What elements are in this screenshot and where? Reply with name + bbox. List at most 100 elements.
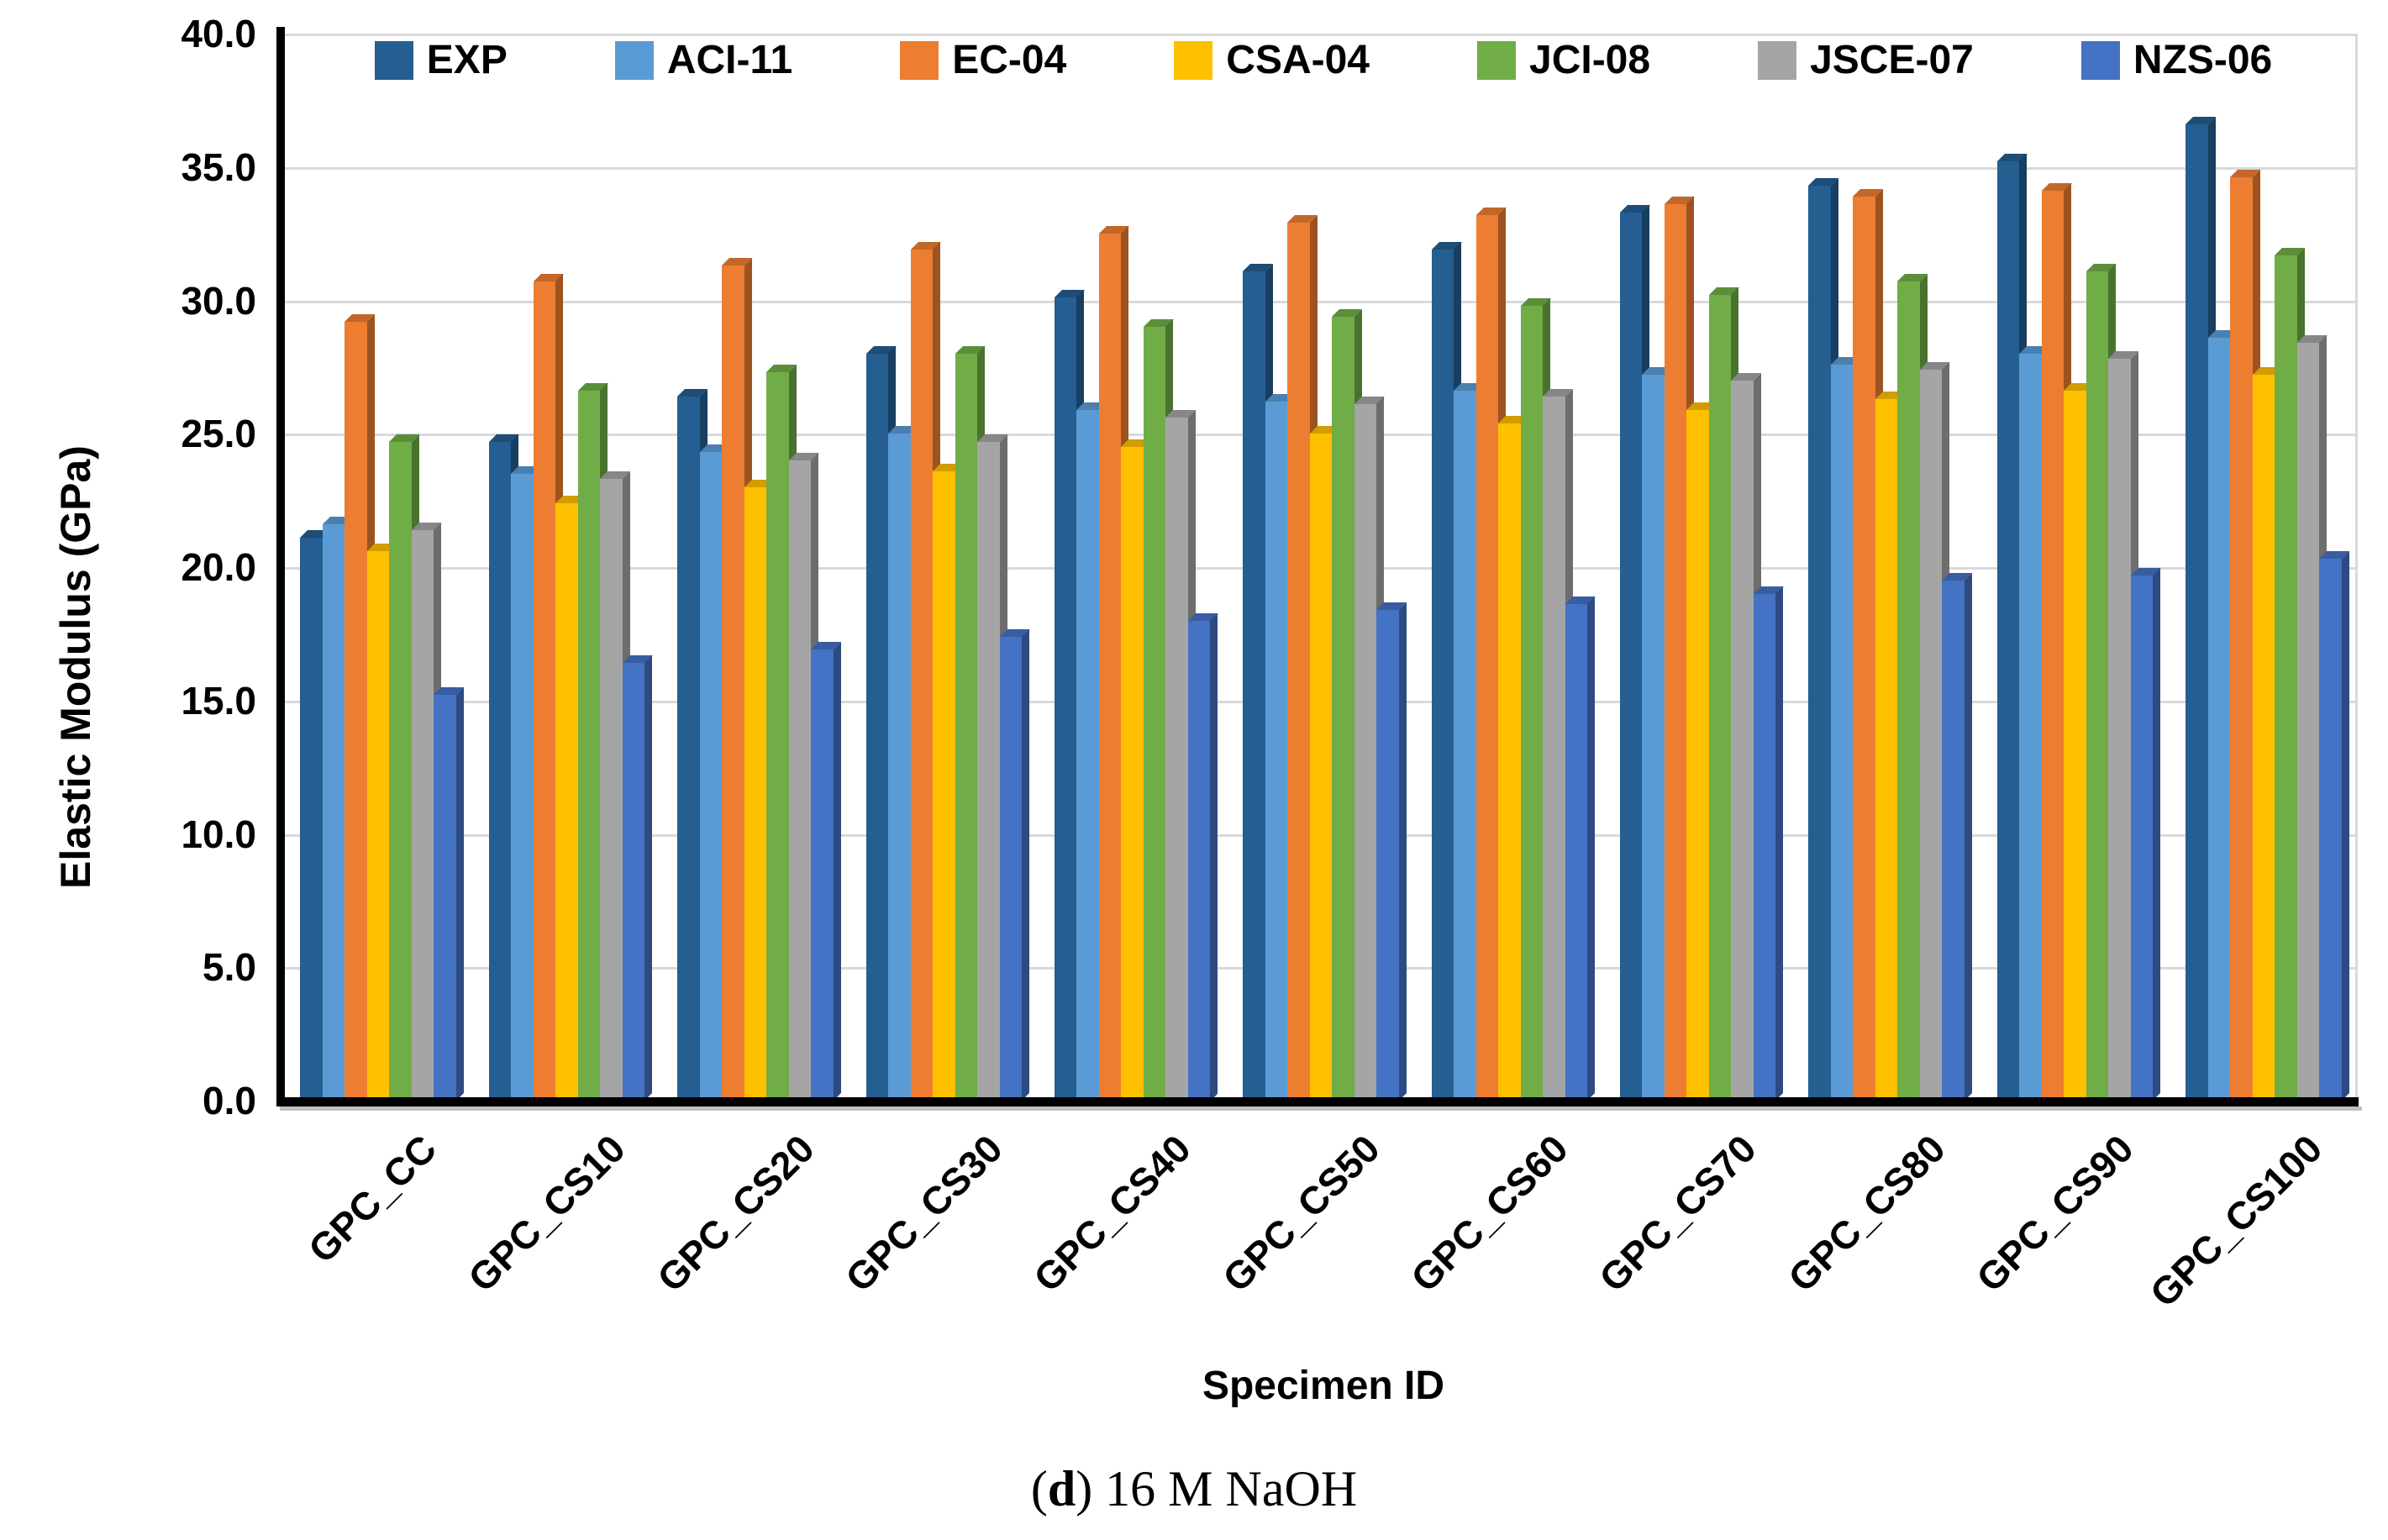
bar-NZS-06-GPC_CC — [434, 687, 464, 1101]
x-tick-label-GPC_CS90: GPC_CS90 — [1968, 1126, 2142, 1301]
y-tick-label: 15.0 — [181, 678, 256, 723]
bar-CSA-04-GPC_CS40 — [1121, 439, 1151, 1101]
bar-JCI-08-GPC_CS10 — [577, 383, 608, 1101]
legend-label: EXP — [426, 38, 508, 82]
bar-EXP-GPC_CS60 — [1431, 242, 1462, 1101]
y-axis-title: Elastic Modulus (GPa) — [52, 445, 99, 889]
y-tick-label: 0.0 — [203, 1079, 256, 1122]
x-tick-label-GPC_CS50: GPC_CS50 — [1213, 1126, 1388, 1301]
bar-ACI-11-GPC_CC — [322, 517, 353, 1101]
bar-EC-04-GPC_CS50 — [1287, 215, 1318, 1101]
bar-JCI-08-GPC_CS90 — [2086, 263, 2117, 1101]
y-tick-label: 35.0 — [181, 145, 256, 189]
bar-CSA-04-GPC_CS70 — [1686, 402, 1717, 1101]
bar-ACI-11-GPC_CS50 — [1265, 394, 1296, 1101]
bar-NZS-06-GPC_CS20 — [811, 642, 841, 1101]
bar-JCI-08-GPC_CS40 — [1143, 319, 1174, 1101]
gridline — [284, 34, 2358, 36]
bar-EC-04-GPC_CS90 — [2041, 183, 2072, 1101]
bar-EXP-GPC_CS50 — [1243, 263, 1273, 1101]
bar-EC-04-GPC_CS80 — [1853, 188, 1883, 1101]
x-tick-label-GPC_CS20: GPC_CS20 — [648, 1126, 823, 1301]
gridline — [284, 300, 2358, 303]
bar-EXP-GPC_CS90 — [1996, 154, 2028, 1101]
bar-EXP-GPC_CC — [300, 530, 330, 1101]
y-tick-label: 25.0 — [181, 412, 256, 456]
bar-CSA-04-GPC_CS50 — [1309, 426, 1340, 1101]
bar-EXP-GPC_CS40 — [1054, 290, 1085, 1101]
bar-ACI-11-GPC_CS10 — [511, 465, 541, 1101]
y-tick-label: 10.0 — [181, 812, 256, 856]
bar-JSCE-07-GPC_CS60 — [1543, 388, 1573, 1101]
bar-NZS-06-GPC_CS60 — [1565, 597, 1596, 1101]
bar-NZS-06-GPC_CS10 — [622, 655, 653, 1101]
bar-ACI-11-GPC_CS40 — [1076, 402, 1107, 1101]
legend-item-CSA-04: CSA-04 — [1174, 37, 1370, 83]
x-tick-label-GPC_CS10: GPC_CS10 — [460, 1126, 634, 1301]
bar-ACI-11-GPC_CS70 — [1642, 367, 1672, 1101]
y-axis-line — [276, 27, 285, 1106]
bar-side-face — [833, 642, 841, 1101]
legend-swatch-icon — [1174, 40, 1213, 80]
bar-JSCE-07-GPC_CS90 — [2108, 351, 2138, 1101]
bar-CSA-04-GPC_CS30 — [933, 463, 963, 1101]
bar-JCI-08-GPC_CS30 — [955, 346, 986, 1101]
bar-EXP-GPC_CS70 — [1619, 204, 1650, 1101]
bar-EXP-GPC_CS100 — [2185, 116, 2216, 1101]
bar-side-face — [644, 655, 653, 1101]
bar-CSA-04-GPC_CS60 — [1498, 415, 1528, 1101]
bar-EXP-GPC_CS80 — [1808, 177, 1838, 1101]
legend-label: EC-04 — [952, 38, 1067, 82]
legend-swatch-icon — [1758, 40, 1797, 80]
legend-swatch-icon — [374, 40, 413, 80]
bar-ACI-11-GPC_CS20 — [699, 444, 730, 1101]
legend-item-EXP: EXP — [374, 37, 508, 83]
bar-CSA-04-GPC_CS20 — [744, 479, 775, 1101]
bar-EC-04-GPC_CS10 — [533, 274, 564, 1101]
gridline — [284, 166, 2358, 170]
y-tick-label: 30.0 — [181, 278, 256, 323]
legend-item-JSCE-07: JSCE-07 — [1758, 37, 1974, 83]
legend-label: CSA-04 — [1226, 38, 1370, 82]
bar-NZS-06-GPC_CS40 — [1187, 612, 1218, 1101]
bar-EXP-GPC_CS20 — [677, 388, 707, 1101]
legend-label: NZS-06 — [2133, 38, 2273, 82]
bar-JCI-08-GPC_CS50 — [1332, 308, 1362, 1101]
bar-JCI-08-GPC_CS60 — [1520, 297, 1551, 1101]
bar-side-face — [1398, 602, 1407, 1101]
bar-JCI-08-GPC_CS20 — [766, 365, 797, 1101]
x-tick-label-GPC_CS80: GPC_CS80 — [1779, 1126, 1954, 1301]
legend-item-JCI-08: JCI-08 — [1477, 37, 1650, 83]
x-axis-line — [276, 1097, 2359, 1106]
bar-NZS-06-GPC_CS50 — [1376, 602, 1407, 1101]
legend-swatch-icon — [1477, 40, 1516, 80]
caption-prefix: ( — [1030, 1461, 1048, 1516]
legend-label: JSCE-07 — [1810, 38, 1974, 82]
bar-side-face — [2153, 567, 2161, 1101]
bar-side-face — [1775, 586, 1784, 1101]
bar-side-face — [1964, 572, 1972, 1101]
bar-side-face — [2341, 551, 2349, 1101]
bar-JSCE-07-GPC_CS40 — [1165, 410, 1196, 1101]
bar-NZS-06-GPC_CS30 — [999, 628, 1030, 1101]
bar-JSCE-07-GPC_CS50 — [1354, 397, 1385, 1101]
bar-CSA-04-GPC_CS90 — [2064, 383, 2094, 1101]
bar-ACI-11-GPC_CS90 — [2019, 346, 2049, 1101]
bar-NZS-06-GPC_CS70 — [1753, 586, 1784, 1101]
bar-JCI-08-GPC_CS70 — [1708, 287, 1739, 1101]
y-tick-label: 40.0 — [181, 12, 256, 55]
bar-CSA-04-GPC_CC — [366, 543, 397, 1101]
x-tick-label-GPC_CS100: GPC_CS100 — [2141, 1126, 2331, 1316]
bar-CSA-04-GPC_CS10 — [555, 495, 586, 1101]
bar-CSA-04-GPC_CS80 — [1875, 391, 1906, 1101]
bar-ACI-11-GPC_CS80 — [1830, 356, 1861, 1101]
bar-EC-04-GPC_CC — [345, 313, 375, 1101]
legend-item-ACI-11: ACI-11 — [614, 37, 792, 83]
plot-right-border — [2355, 34, 2358, 1101]
x-tick-label-GPC_CS60: GPC_CS60 — [1402, 1126, 1576, 1301]
x-tick-label-GPC_CS70: GPC_CS70 — [1591, 1126, 1765, 1301]
bar-JSCE-07-GPC_CS100 — [2296, 335, 2328, 1101]
x-axis-shadow — [280, 1106, 2362, 1111]
bar-ACI-11-GPC_CS30 — [888, 426, 918, 1101]
legend-item-EC-04: EC-04 — [900, 37, 1066, 83]
